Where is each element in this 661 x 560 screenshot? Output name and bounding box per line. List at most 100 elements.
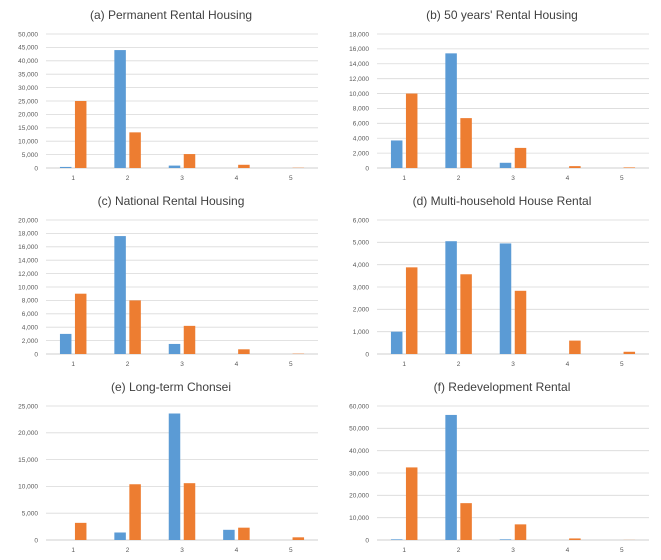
bar-series2-cat-2 xyxy=(460,503,472,540)
chart-title: (f) Redevelopment Rental xyxy=(434,380,571,394)
y-tick-label: 10,000 xyxy=(349,91,369,98)
y-tick-label: 50,000 xyxy=(18,31,38,38)
bar-series2-cat-3 xyxy=(514,147,527,168)
y-tick-label: 10,000 xyxy=(18,284,38,291)
y-tick-label: 16,000 xyxy=(18,244,38,251)
x-tick-label: 5 xyxy=(289,175,293,182)
y-tick-label: 50,000 xyxy=(349,426,369,433)
chart-svg: (a) Permanent Rental Housing 0 5,000 10,000… xyxy=(18,8,318,182)
y-tick-label: 14,000 xyxy=(349,61,369,68)
x-tick-label: 1 xyxy=(402,547,406,554)
x-tick-label: 4 xyxy=(566,361,570,368)
y-tick-label: 0 xyxy=(365,537,369,544)
chart-svg: (f) Redevelopment Rental 0 10,000 20,000 30,… xyxy=(349,380,649,554)
y-tick-label: 0 xyxy=(34,351,38,358)
bar-series2-cat-1 xyxy=(405,267,418,354)
bar-series1-cat-3 xyxy=(499,539,512,540)
y-tick-label: 5,000 xyxy=(22,511,39,518)
y-tick-label: 40,000 xyxy=(349,448,369,455)
y-tick-label: 15,000 xyxy=(18,457,38,464)
x-tick-label: 4 xyxy=(566,547,570,554)
x-tick-label: 4 xyxy=(566,175,570,182)
y-tick-label: 10,000 xyxy=(349,515,369,522)
y-tick-label: 30,000 xyxy=(18,85,38,92)
chart-svg: (e) Long-term Chonsei 0 5,000 10,000 15,000 2… xyxy=(18,380,318,554)
bar-series2-cat-4 xyxy=(238,527,250,540)
x-tick-label: 4 xyxy=(235,175,239,182)
x-tick-label: 5 xyxy=(289,547,293,554)
chart-redevelopment-rental: (f) Redevelopment Rental 0 10,000 20,000 30,… xyxy=(331,372,661,558)
y-tick-label: 30,000 xyxy=(349,470,369,477)
x-tick-label: 1 xyxy=(71,175,75,182)
bar-series2-cat-3 xyxy=(183,325,196,354)
y-tick-label: 0 xyxy=(365,351,369,358)
chart-title: (c) National Rental Housing xyxy=(98,194,245,208)
x-tick-label: 3 xyxy=(511,547,515,554)
chart-title: (b) 50 years' Rental Housing xyxy=(426,8,578,22)
bar-series1-cat-1 xyxy=(390,539,403,540)
bar-series2-cat-4 xyxy=(569,340,581,354)
y-tick-label: 20,000 xyxy=(18,112,38,119)
y-tick-label: 8,000 xyxy=(22,298,39,305)
y-tick-label: 8,000 xyxy=(353,106,370,113)
bar-series2-cat-1 xyxy=(74,293,87,354)
x-tick-label: 1 xyxy=(71,547,75,554)
y-tick-label: 45,000 xyxy=(18,45,38,52)
bar-series2-cat-4 xyxy=(569,166,581,168)
y-tick-label: 5,000 xyxy=(22,152,39,159)
y-tick-label: 2,000 xyxy=(353,150,370,157)
x-tick-label: 3 xyxy=(511,361,515,368)
bar-series2-cat-1 xyxy=(74,101,87,168)
x-tick-label: 2 xyxy=(457,361,461,368)
y-tick-label: 0 xyxy=(34,165,38,172)
x-tick-label: 1 xyxy=(402,361,406,368)
x-tick-label: 5 xyxy=(289,361,293,368)
x-tick-label: 1 xyxy=(71,361,75,368)
y-tick-label: 16,000 xyxy=(349,46,369,53)
bar-series2-cat-5 xyxy=(623,167,636,168)
y-tick-label: 18,000 xyxy=(18,231,38,238)
bar-series2-cat-3 xyxy=(183,483,196,540)
x-tick-label: 3 xyxy=(511,175,515,182)
bar-series2-cat-2 xyxy=(460,274,472,354)
y-tick-label: 0 xyxy=(365,165,369,172)
y-tick-label: 14,000 xyxy=(18,258,38,265)
bar-series2-cat-5 xyxy=(623,351,636,354)
y-tick-label: 25,000 xyxy=(18,98,38,105)
x-tick-label: 1 xyxy=(402,175,406,182)
y-tick-label: 5,000 xyxy=(353,240,370,247)
y-tick-label: 1,000 xyxy=(353,329,370,336)
y-tick-label: 6,000 xyxy=(22,311,39,318)
y-tick-label: 6,000 xyxy=(353,217,370,224)
bar-series2-cat-1 xyxy=(405,467,418,540)
bar-series2-cat-2 xyxy=(129,132,141,168)
x-tick-label: 5 xyxy=(620,361,624,368)
bar-series2-cat-5 xyxy=(292,537,305,540)
y-tick-label: 20,000 xyxy=(18,217,38,224)
bar-series2-cat-4 xyxy=(569,538,581,540)
bar-series2-cat-4 xyxy=(238,164,250,168)
bar-series1-cat-1 xyxy=(390,331,403,354)
y-tick-label: 20,000 xyxy=(18,430,38,437)
chart-national-rental-housing: (c) National Rental Housing 0 2,000 4,000 6,… xyxy=(0,186,330,372)
x-tick-label: 4 xyxy=(235,547,239,554)
x-tick-label: 3 xyxy=(180,547,184,554)
y-tick-label: 10,000 xyxy=(18,139,38,146)
bar-series2-cat-4 xyxy=(238,349,250,354)
x-tick-label: 4 xyxy=(235,361,239,368)
y-tick-label: 15,000 xyxy=(18,125,38,132)
x-tick-label: 5 xyxy=(620,175,624,182)
bar-series1-cat-3 xyxy=(168,165,181,168)
y-tick-label: 0 xyxy=(34,537,38,544)
x-tick-label: 2 xyxy=(126,175,130,182)
y-tick-label: 18,000 xyxy=(349,31,369,38)
x-tick-label: 2 xyxy=(126,547,130,554)
x-tick-label: 3 xyxy=(180,175,184,182)
bar-series1-cat-1 xyxy=(59,166,72,168)
chart-title: (e) Long-term Chonsei xyxy=(111,380,231,394)
x-tick-label: 2 xyxy=(457,175,461,182)
y-tick-label: 10,000 xyxy=(18,484,38,491)
y-tick-label: 20,000 xyxy=(349,493,369,500)
chart-long-term-chonsei: (e) Long-term Chonsei 0 5,000 10,000 15,000 2… xyxy=(0,372,330,558)
